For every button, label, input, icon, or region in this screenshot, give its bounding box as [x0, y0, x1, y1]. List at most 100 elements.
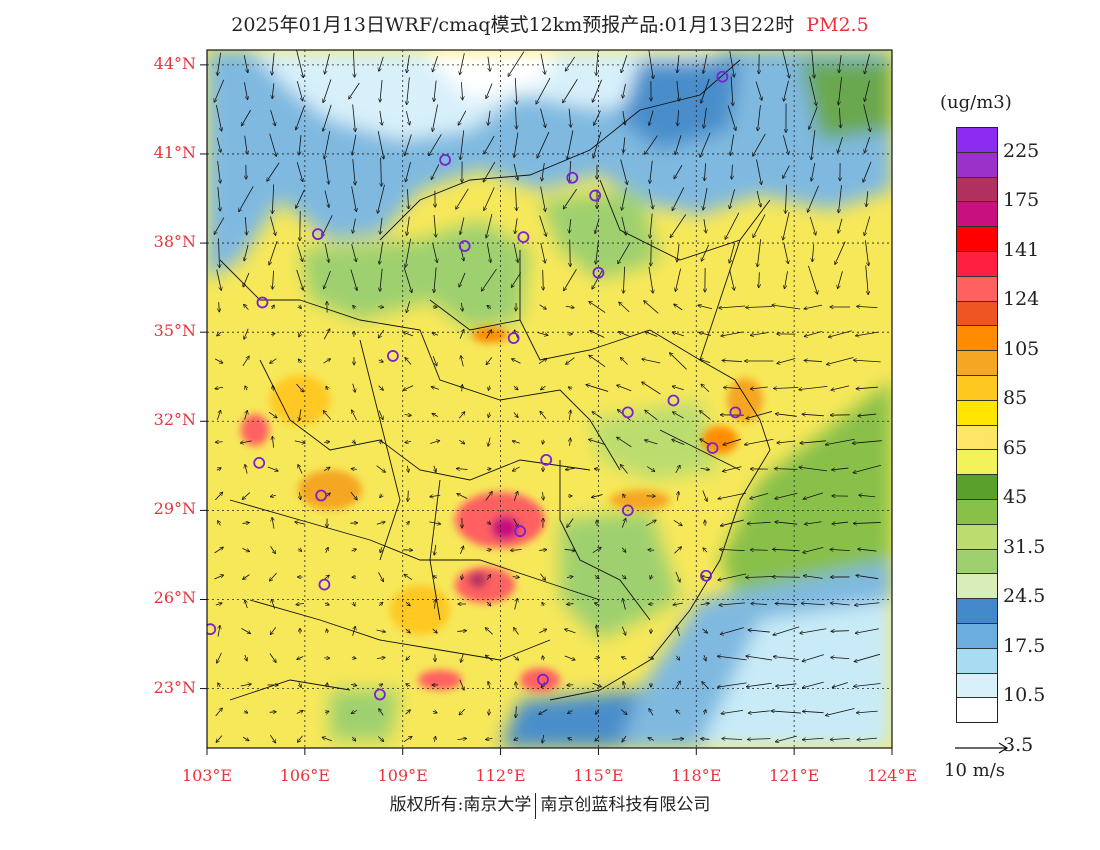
wind-arrow: [272, 436, 273, 448]
city-marker: [315, 489, 328, 502]
wind-arrow: [703, 54, 708, 74]
wind-arrow: [512, 441, 520, 443]
wind-arrow: [432, 711, 437, 713]
wind-arrow: [785, 184, 786, 214]
wind-arrow: [488, 437, 490, 447]
wind-arrow: [617, 385, 632, 392]
wind-arrow: [484, 187, 495, 210]
wind-arrow: [268, 411, 277, 418]
wind-arrow: [486, 243, 490, 263]
wind-arrow: [722, 738, 743, 739]
wind-arrow: [648, 266, 653, 293]
wind-arrow: [325, 53, 330, 74]
wind-arrow: [854, 683, 881, 687]
wind-arrow: [457, 738, 466, 739]
longitude-label: 112°E: [475, 766, 526, 785]
legend-label: 85: [1003, 387, 1028, 410]
legend-swatch: [957, 251, 997, 277]
wind-arrow: [244, 328, 249, 340]
wind-arrow: [645, 410, 658, 421]
wind-arrow: [269, 240, 278, 265]
longitude-label: 118°E: [671, 766, 722, 785]
wind-arrow: [595, 603, 600, 606]
wind-arrow: [242, 356, 249, 367]
wind-arrow: [675, 135, 682, 154]
wind-arrow: [807, 185, 819, 213]
wind-arrow: [513, 243, 518, 263]
wind-arrow: [297, 735, 303, 742]
wind-arrow: [729, 269, 735, 291]
wind-arrow: [570, 438, 571, 446]
wind-arrow: [242, 548, 249, 551]
city-marker: [540, 453, 553, 466]
wind-arrow: [702, 628, 708, 633]
legend-label: 124: [1003, 288, 1040, 311]
longitude-label: 121°E: [769, 766, 820, 785]
wind-arrow: [299, 409, 301, 420]
legend-label: 225: [1003, 139, 1040, 162]
legend-label: 175: [1003, 189, 1040, 212]
wind-arrow: [407, 189, 408, 209]
wind-arrow: [407, 55, 410, 73]
wind-arrow: [487, 56, 490, 72]
city-marker: [667, 394, 680, 407]
wind-arrow: [645, 135, 658, 155]
wind-arrow: [674, 304, 683, 311]
wind-arrow: [646, 466, 655, 472]
page-title: 2025年01月13日WRF/cmaq模式12km预报产品:01月13日22时 P…: [0, 10, 1100, 37]
wind-arrow: [488, 110, 491, 126]
wind-arrow: [327, 683, 328, 688]
wind-arrow: [702, 490, 707, 502]
wind-arrow: [431, 164, 440, 179]
wind-arrow: [753, 214, 766, 237]
wind-arrow: [623, 681, 625, 689]
wind-arrow: [783, 242, 789, 263]
wind-arrow: [243, 55, 248, 73]
wind-arrow: [353, 50, 354, 77]
wind-arrow: [214, 547, 224, 554]
wind-arrow: [216, 104, 221, 131]
wind-arrow: [486, 738, 493, 739]
legend-swatch: [957, 499, 997, 525]
wind-arrow: [432, 333, 439, 335]
wind-arrow: [270, 495, 276, 496]
latitude-label: 23°N: [153, 677, 196, 697]
wind-arrow: [720, 627, 744, 635]
wind-arrow: [675, 571, 680, 582]
wind-arrow: [242, 492, 251, 500]
wind-arrow: [486, 83, 493, 99]
wind-arrow: [486, 213, 493, 238]
wind-arrow: [831, 631, 849, 632]
wind-arrow: [677, 491, 678, 501]
wind-arrow: [299, 330, 302, 337]
wind-arrow: [405, 357, 412, 365]
wind-arrow: [461, 302, 462, 311]
wind-arrow: [756, 190, 761, 207]
wind-arrow: [750, 332, 768, 336]
city-marker: [514, 525, 527, 538]
wind-arrow: [675, 465, 680, 474]
wind-arrow: [669, 353, 687, 370]
city-marker: [207, 623, 217, 636]
wind-arrow: [218, 521, 221, 526]
wind-arrow: [564, 549, 576, 550]
wind-arrow: [270, 627, 277, 634]
longitude-label: 103°E: [181, 766, 233, 785]
wind-arrow: [513, 163, 518, 180]
wind-arrow: [748, 739, 771, 740]
wind-arrow: [407, 465, 408, 473]
wind-arrow: [217, 410, 220, 420]
wind-arrow: [782, 50, 790, 78]
wind-arrow: [432, 413, 439, 417]
wind-arrow: [804, 521, 822, 524]
legend-swatch: [957, 177, 997, 203]
wind-arrow: [565, 56, 576, 71]
wind-arrow: [405, 710, 411, 715]
city-marker: [621, 504, 634, 517]
wind-arrow: [296, 244, 302, 261]
city-marker: [373, 688, 386, 701]
wind-arrow: [242, 523, 250, 524]
wind-arrow: [324, 442, 329, 443]
wind-arrow: [269, 572, 277, 581]
wind-arrow: [376, 465, 386, 473]
